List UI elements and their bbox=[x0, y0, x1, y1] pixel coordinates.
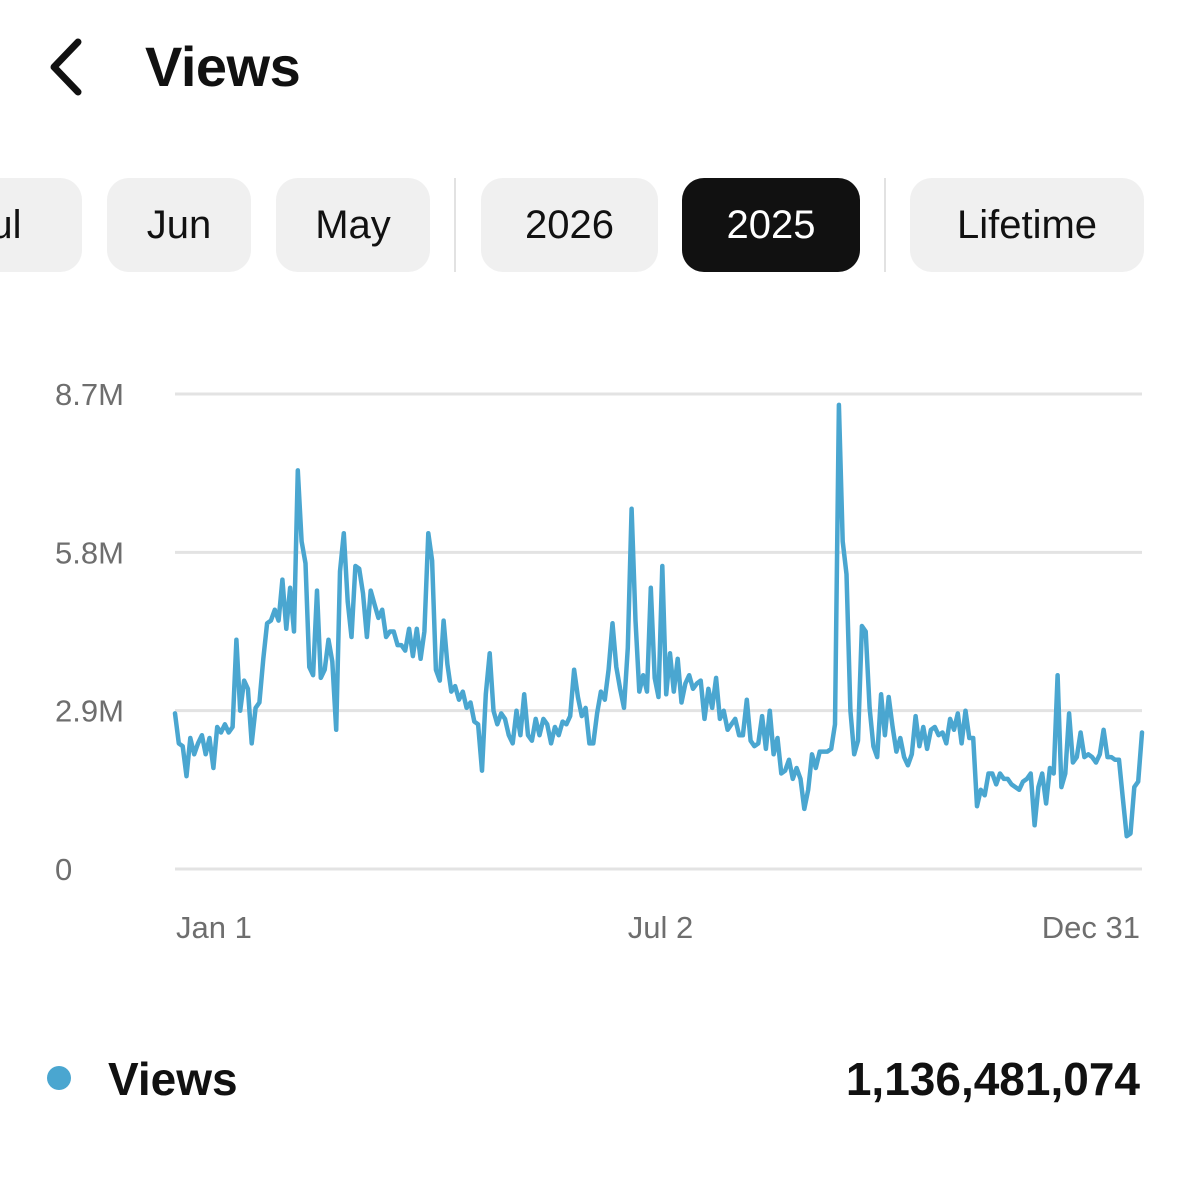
x-tick-label: Dec 31 bbox=[1042, 910, 1140, 945]
chevron-left-icon bbox=[50, 38, 82, 96]
chip-2026[interactable]: 2026 bbox=[481, 178, 658, 272]
chip-may[interactable]: May bbox=[276, 178, 430, 272]
chip-jul[interactable]: Jul bbox=[0, 178, 82, 272]
period-selector: Jul Jun May 2026 2025 Lifetime bbox=[0, 178, 1192, 274]
legend: Views 1,136,481,074 bbox=[0, 1040, 1192, 1120]
x-tick-label: Jul 2 bbox=[628, 910, 693, 945]
y-tick-label: 5.8M bbox=[55, 535, 124, 570]
y-tick-label: 8.7M bbox=[55, 377, 124, 412]
x-tick-label: Jan 1 bbox=[176, 910, 252, 945]
page-title: Views bbox=[145, 35, 301, 98]
legend-label: Views bbox=[108, 1053, 238, 1105]
chip-divider bbox=[884, 178, 886, 272]
views-chart: 0 2.9M 5.8M 8.7M Jan 1 Jul 2 Dec 31 bbox=[0, 360, 1192, 960]
chip-jun[interactable]: Jun bbox=[107, 178, 251, 272]
header: Views bbox=[0, 0, 1192, 130]
back-button[interactable] bbox=[40, 30, 100, 104]
chip-lifetime[interactable]: Lifetime bbox=[910, 178, 1144, 272]
y-tick-label: 2.9M bbox=[55, 694, 124, 729]
y-tick-label: 0 bbox=[55, 852, 72, 887]
chip-divider bbox=[454, 178, 456, 272]
series-line-views bbox=[172, 402, 1145, 839]
chip-2025[interactable]: 2025 bbox=[682, 178, 860, 272]
views-line-chart: 0 2.9M 5.8M 8.7M Jan 1 Jul 2 Dec 31 bbox=[55, 377, 1145, 945]
legend-total-value: 1,136,481,074 bbox=[845, 1053, 1140, 1105]
legend-dot-icon bbox=[47, 1066, 71, 1090]
